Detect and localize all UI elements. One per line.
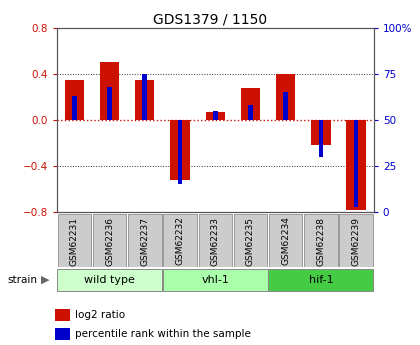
Bar xyxy=(241,88,260,120)
Text: log2 ratio: log2 ratio xyxy=(75,310,126,319)
Bar xyxy=(55,309,70,321)
Bar xyxy=(171,120,190,180)
Bar xyxy=(205,112,225,120)
Text: GSM62237: GSM62237 xyxy=(140,217,149,266)
Text: strain: strain xyxy=(8,275,37,285)
Bar xyxy=(142,74,147,120)
Text: GSM62231: GSM62231 xyxy=(70,217,79,266)
FancyBboxPatch shape xyxy=(234,214,267,267)
FancyBboxPatch shape xyxy=(58,214,91,267)
Bar xyxy=(72,96,76,120)
FancyBboxPatch shape xyxy=(339,214,373,267)
Text: GSM62236: GSM62236 xyxy=(105,217,114,266)
Bar xyxy=(135,79,155,120)
Text: vhl-1: vhl-1 xyxy=(201,275,229,285)
FancyBboxPatch shape xyxy=(163,214,197,267)
Bar xyxy=(354,120,359,207)
FancyBboxPatch shape xyxy=(269,214,302,267)
Bar xyxy=(100,62,119,120)
Bar xyxy=(248,105,253,120)
Bar xyxy=(284,92,288,120)
Bar xyxy=(276,74,295,120)
Text: GSM62235: GSM62235 xyxy=(246,217,255,266)
Bar xyxy=(346,120,366,210)
Bar xyxy=(178,120,182,185)
Text: wild type: wild type xyxy=(84,275,135,285)
Text: GSM62238: GSM62238 xyxy=(316,217,326,266)
FancyBboxPatch shape xyxy=(163,269,268,290)
Bar xyxy=(213,111,218,120)
Text: GDS1379 / 1150: GDS1379 / 1150 xyxy=(153,12,267,26)
FancyBboxPatch shape xyxy=(128,214,162,267)
Text: GSM62239: GSM62239 xyxy=(352,217,361,266)
Bar xyxy=(107,87,112,120)
FancyBboxPatch shape xyxy=(304,214,338,267)
Text: GSM62234: GSM62234 xyxy=(281,217,290,265)
FancyBboxPatch shape xyxy=(93,214,126,267)
FancyBboxPatch shape xyxy=(57,269,162,290)
Bar xyxy=(55,328,70,340)
Bar xyxy=(311,120,331,145)
Text: percentile rank within the sample: percentile rank within the sample xyxy=(75,329,251,338)
FancyBboxPatch shape xyxy=(199,214,232,267)
Text: hif-1: hif-1 xyxy=(309,275,333,285)
FancyBboxPatch shape xyxy=(268,269,373,290)
Bar xyxy=(65,79,84,120)
Bar xyxy=(319,120,323,157)
Text: GSM62232: GSM62232 xyxy=(176,217,184,265)
Text: GSM62233: GSM62233 xyxy=(211,217,220,266)
Text: ▶: ▶ xyxy=(41,275,50,285)
